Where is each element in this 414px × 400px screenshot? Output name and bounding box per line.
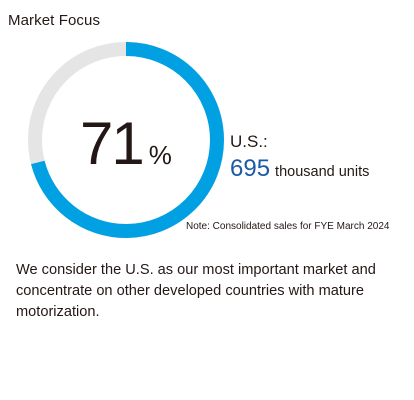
- donut-chart: [28, 42, 224, 238]
- units-label: thousand units: [275, 164, 370, 180]
- donut-share-arc: [28, 42, 224, 238]
- percentage-value: 71: [80, 110, 145, 177]
- region-label: U.S.:: [230, 132, 268, 151]
- units-value: 695: [230, 155, 271, 182]
- description-text: We consider the U.S. as our most importa…: [16, 262, 376, 320]
- center-percentage: 71%: [80, 104, 172, 184]
- page-title: Market Focus: [8, 12, 101, 29]
- percentage-unit: %: [148, 140, 172, 170]
- units-readout: 695 thousand units: [230, 155, 369, 183]
- footnote: Note: Consolidated sales for FYE March 2…: [186, 221, 390, 232]
